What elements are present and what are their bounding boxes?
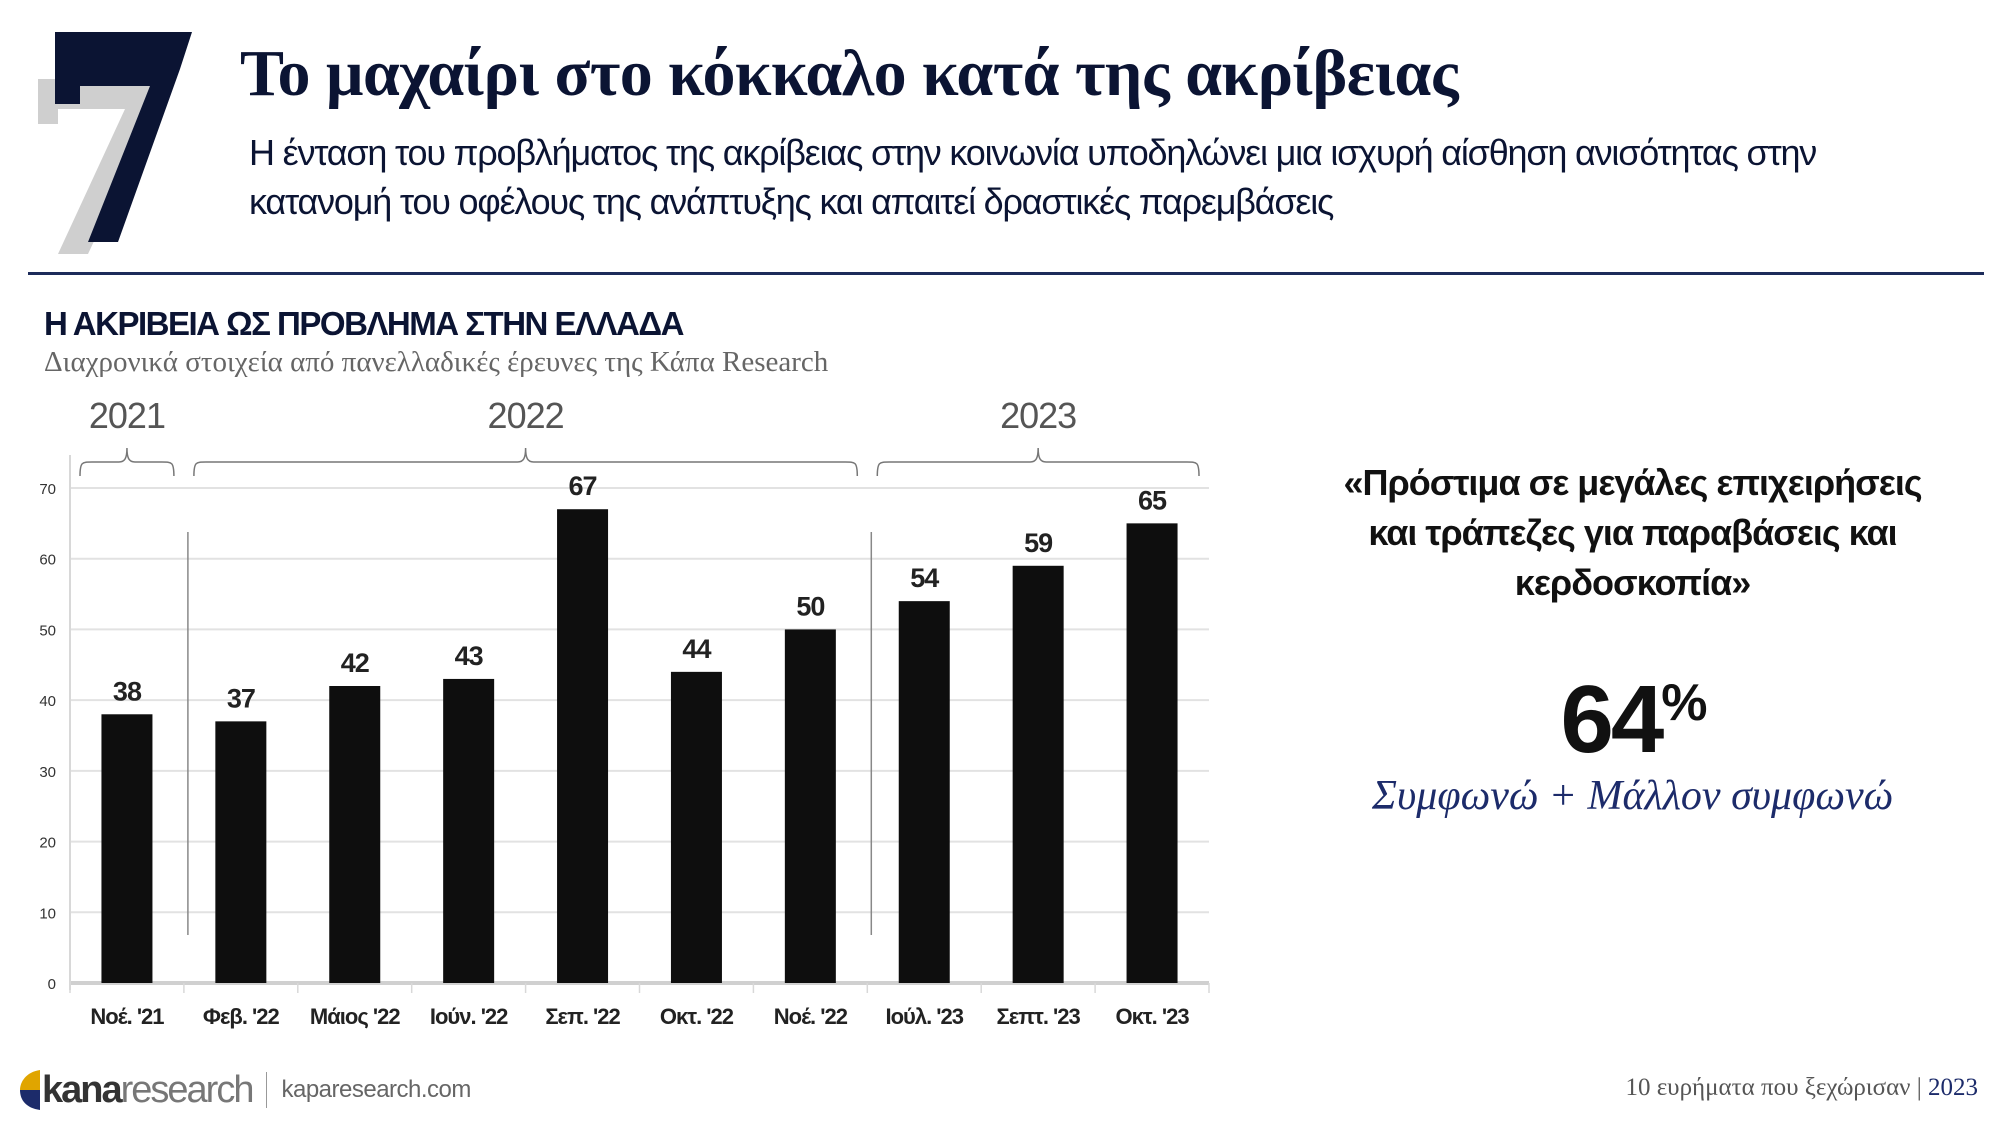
- data-label: 44: [682, 634, 711, 664]
- chart-title: Η ΑΚΡΙΒΕΙΑ ΩΣ ΠΡΟΒΛΗΜΑ ΣΤΗΝ ΕΛΛΑΔΑ: [44, 305, 684, 342]
- section-number-7-logo: [38, 32, 192, 254]
- callout-number: 64: [1560, 666, 1664, 773]
- year-bracket: [193, 447, 859, 477]
- bar: [443, 678, 495, 983]
- year-bracket: [876, 447, 1200, 477]
- y-tick-label: 0: [48, 976, 56, 993]
- bar: [215, 721, 267, 983]
- data-label: 67: [569, 471, 597, 501]
- y-tick-label: 10: [39, 905, 56, 922]
- callout-quote: «Πρόστιμα σε μεγάλες επιχειρήσεις και τρ…: [1300, 458, 1965, 608]
- x-tick-label: Φεβ. '22: [203, 1004, 280, 1029]
- series-separator: |: [1916, 1074, 1922, 1101]
- x-tick-label: Νοέ. '22: [774, 1004, 848, 1029]
- data-label: 38: [113, 676, 142, 706]
- data-label: 65: [1138, 485, 1167, 515]
- y-tick-label: 50: [39, 622, 56, 639]
- bar: [670, 671, 722, 983]
- data-label: 37: [227, 683, 255, 713]
- footer-series: 10 ευρήματα που ξεχώρισαν | 2023: [1625, 1074, 1978, 1102]
- data-label: 43: [455, 641, 484, 671]
- x-tick-label: Ιούν. '22: [430, 1004, 508, 1029]
- data-label: 59: [1024, 528, 1053, 558]
- x-tick-label: Σεπ. '22: [545, 1004, 620, 1029]
- year-bracket: [79, 447, 175, 477]
- quote-line: κερδοσκοπία»: [1514, 562, 1751, 603]
- data-label: 50: [796, 591, 824, 621]
- chart-subtitle: Διαχρονικά στοιχεία από πανελλαδικές έρε…: [44, 346, 829, 378]
- data-label: 54: [910, 563, 939, 593]
- x-tick-label: Οκτ. '22: [660, 1004, 734, 1029]
- bar: [784, 629, 836, 983]
- page-subtitle-line-2: κατανομή του οφέλους της ανάπτυξης και α…: [249, 181, 1334, 222]
- kapa-research-logo: kana research kaparesearch.com: [18, 1068, 471, 1112]
- year-label: 2022: [488, 395, 564, 436]
- logo-text-light: research: [120, 1068, 255, 1111]
- bar: [1126, 523, 1178, 983]
- footer-website-link[interactable]: kaparesearch.com: [281, 1076, 471, 1103]
- series-year: 2023: [1928, 1074, 1978, 1101]
- page-title: Το μαχαίρι στο κόκκαλο κατά της ακρίβεια…: [240, 37, 1459, 110]
- bar: [101, 714, 153, 983]
- x-tick-label: Μάιος '22: [310, 1004, 400, 1029]
- x-tick-label: Οκτ. '23: [1115, 1004, 1189, 1029]
- year-label: 2023: [1000, 395, 1076, 436]
- quote-line: και τράπεζες για παραβάσεις και: [1368, 512, 1897, 553]
- logo-text-bold: kana: [42, 1068, 123, 1111]
- y-tick-label: 20: [39, 835, 56, 852]
- callout-value: 64%: [1500, 665, 1765, 775]
- y-tick-label: 40: [39, 693, 56, 710]
- year-label: 2021: [89, 395, 165, 436]
- callout-caption: Συμφωνώ + Μάλλον συμφωνώ: [1372, 773, 1893, 819]
- bar: [1012, 565, 1064, 983]
- bar: [898, 601, 950, 983]
- header-divider: [28, 272, 1984, 275]
- bar-chart: 0 10 20 30 40 50 60 70 38 Νοέ. '21 37 Φεβ. '22 42 Μάι…: [39, 395, 1210, 1029]
- y-tick-label: 60: [39, 552, 56, 569]
- x-tick-label: Νοέ. '21: [90, 1004, 164, 1029]
- logo-mark-icon: [20, 1070, 40, 1110]
- footer-divider: [266, 1072, 268, 1108]
- x-tick-label: Σεπτ. '23: [997, 1004, 1081, 1029]
- data-label: 42: [341, 648, 369, 678]
- bar: [329, 686, 381, 983]
- page-subtitle-line-1: Η ένταση του προβλήματος της ακρίβειας σ…: [249, 132, 1817, 173]
- bar: [557, 509, 609, 983]
- quote-line: «Πρόστιμα σε μεγάλες επιχειρήσεις: [1343, 462, 1922, 503]
- y-tick-label: 70: [39, 481, 56, 498]
- x-tick-label: Ιούλ. '23: [885, 1004, 963, 1029]
- y-tick-label: 30: [39, 764, 56, 781]
- callout-unit: %: [1661, 674, 1707, 732]
- series-name: 10 ευρήματα που ξεχώρισαν: [1625, 1074, 1911, 1101]
